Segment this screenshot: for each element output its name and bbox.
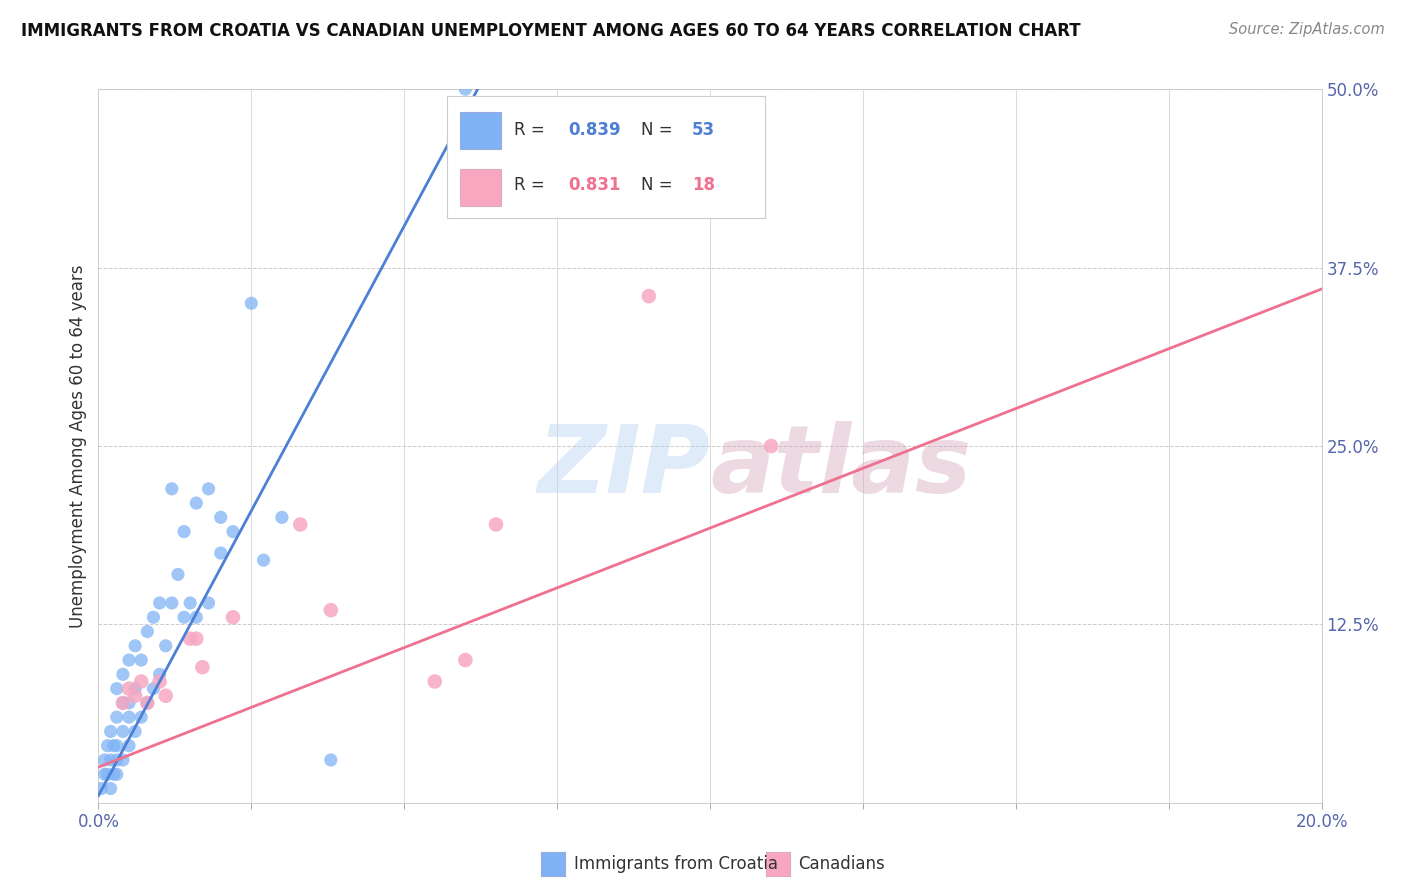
Point: [160, 596, 183, 610]
Point: [111, 667, 134, 681]
Point: [90, 781, 112, 796]
Point: [454, 653, 477, 667]
Point: [124, 689, 146, 703]
Text: Source: ZipAtlas.com: Source: ZipAtlas.com: [1229, 22, 1385, 37]
Point: [111, 696, 134, 710]
Point: [129, 674, 152, 689]
Point: [209, 546, 232, 560]
Point: [173, 524, 195, 539]
Point: [485, 517, 508, 532]
Point: [179, 632, 201, 646]
Point: [240, 296, 263, 310]
Point: [136, 696, 159, 710]
Point: [100, 781, 122, 796]
Point: [270, 510, 292, 524]
Point: [167, 567, 190, 582]
Point: [100, 724, 122, 739]
Point: [209, 510, 232, 524]
Point: [454, 82, 477, 96]
Point: [118, 739, 141, 753]
Point: [222, 610, 245, 624]
Point: [319, 753, 342, 767]
Point: [111, 696, 134, 710]
Point: [637, 289, 661, 303]
Point: [160, 482, 183, 496]
Point: [186, 632, 208, 646]
Point: [173, 610, 195, 624]
Point: [129, 653, 152, 667]
Text: IMMIGRANTS FROM CROATIA VS CANADIAN UNEMPLOYMENT AMONG AGES 60 TO 64 YEARS CORRE: IMMIGRANTS FROM CROATIA VS CANADIAN UNEM…: [21, 22, 1081, 40]
Point: [111, 753, 134, 767]
Text: Immigrants from Croatia: Immigrants from Croatia: [574, 855, 778, 873]
Point: [222, 524, 245, 539]
Point: [103, 739, 125, 753]
Point: [124, 639, 146, 653]
Point: [105, 710, 128, 724]
Point: [252, 553, 274, 567]
Point: [149, 667, 172, 681]
Point: [155, 639, 177, 653]
Point: [290, 517, 312, 532]
Point: [155, 689, 177, 703]
Point: [118, 653, 141, 667]
Point: [136, 624, 159, 639]
Point: [149, 596, 172, 610]
Point: [197, 482, 219, 496]
Point: [186, 610, 208, 624]
Point: [136, 696, 159, 710]
Point: [759, 439, 782, 453]
Point: [103, 767, 125, 781]
Point: [124, 681, 146, 696]
Point: [197, 596, 219, 610]
Point: [118, 710, 141, 724]
Point: [191, 660, 214, 674]
Point: [105, 753, 128, 767]
Point: [97, 767, 120, 781]
Point: [186, 496, 208, 510]
Point: [100, 753, 122, 767]
Point: [93, 767, 115, 781]
Point: [149, 674, 172, 689]
Point: [105, 681, 128, 696]
Text: atlas: atlas: [710, 421, 972, 514]
Point: [97, 739, 120, 753]
Point: [105, 767, 128, 781]
Point: [142, 610, 165, 624]
Text: ZIP: ZIP: [537, 421, 710, 514]
Point: [423, 674, 446, 689]
Point: [179, 596, 201, 610]
Y-axis label: Unemployment Among Ages 60 to 64 years: Unemployment Among Ages 60 to 64 years: [69, 264, 87, 628]
Point: [118, 696, 141, 710]
Text: Canadians: Canadians: [799, 855, 886, 873]
Point: [118, 681, 141, 696]
Point: [129, 710, 152, 724]
Point: [142, 681, 165, 696]
Point: [111, 724, 134, 739]
Point: [105, 739, 128, 753]
Point: [319, 603, 342, 617]
Point: [124, 724, 146, 739]
Point: [93, 753, 115, 767]
